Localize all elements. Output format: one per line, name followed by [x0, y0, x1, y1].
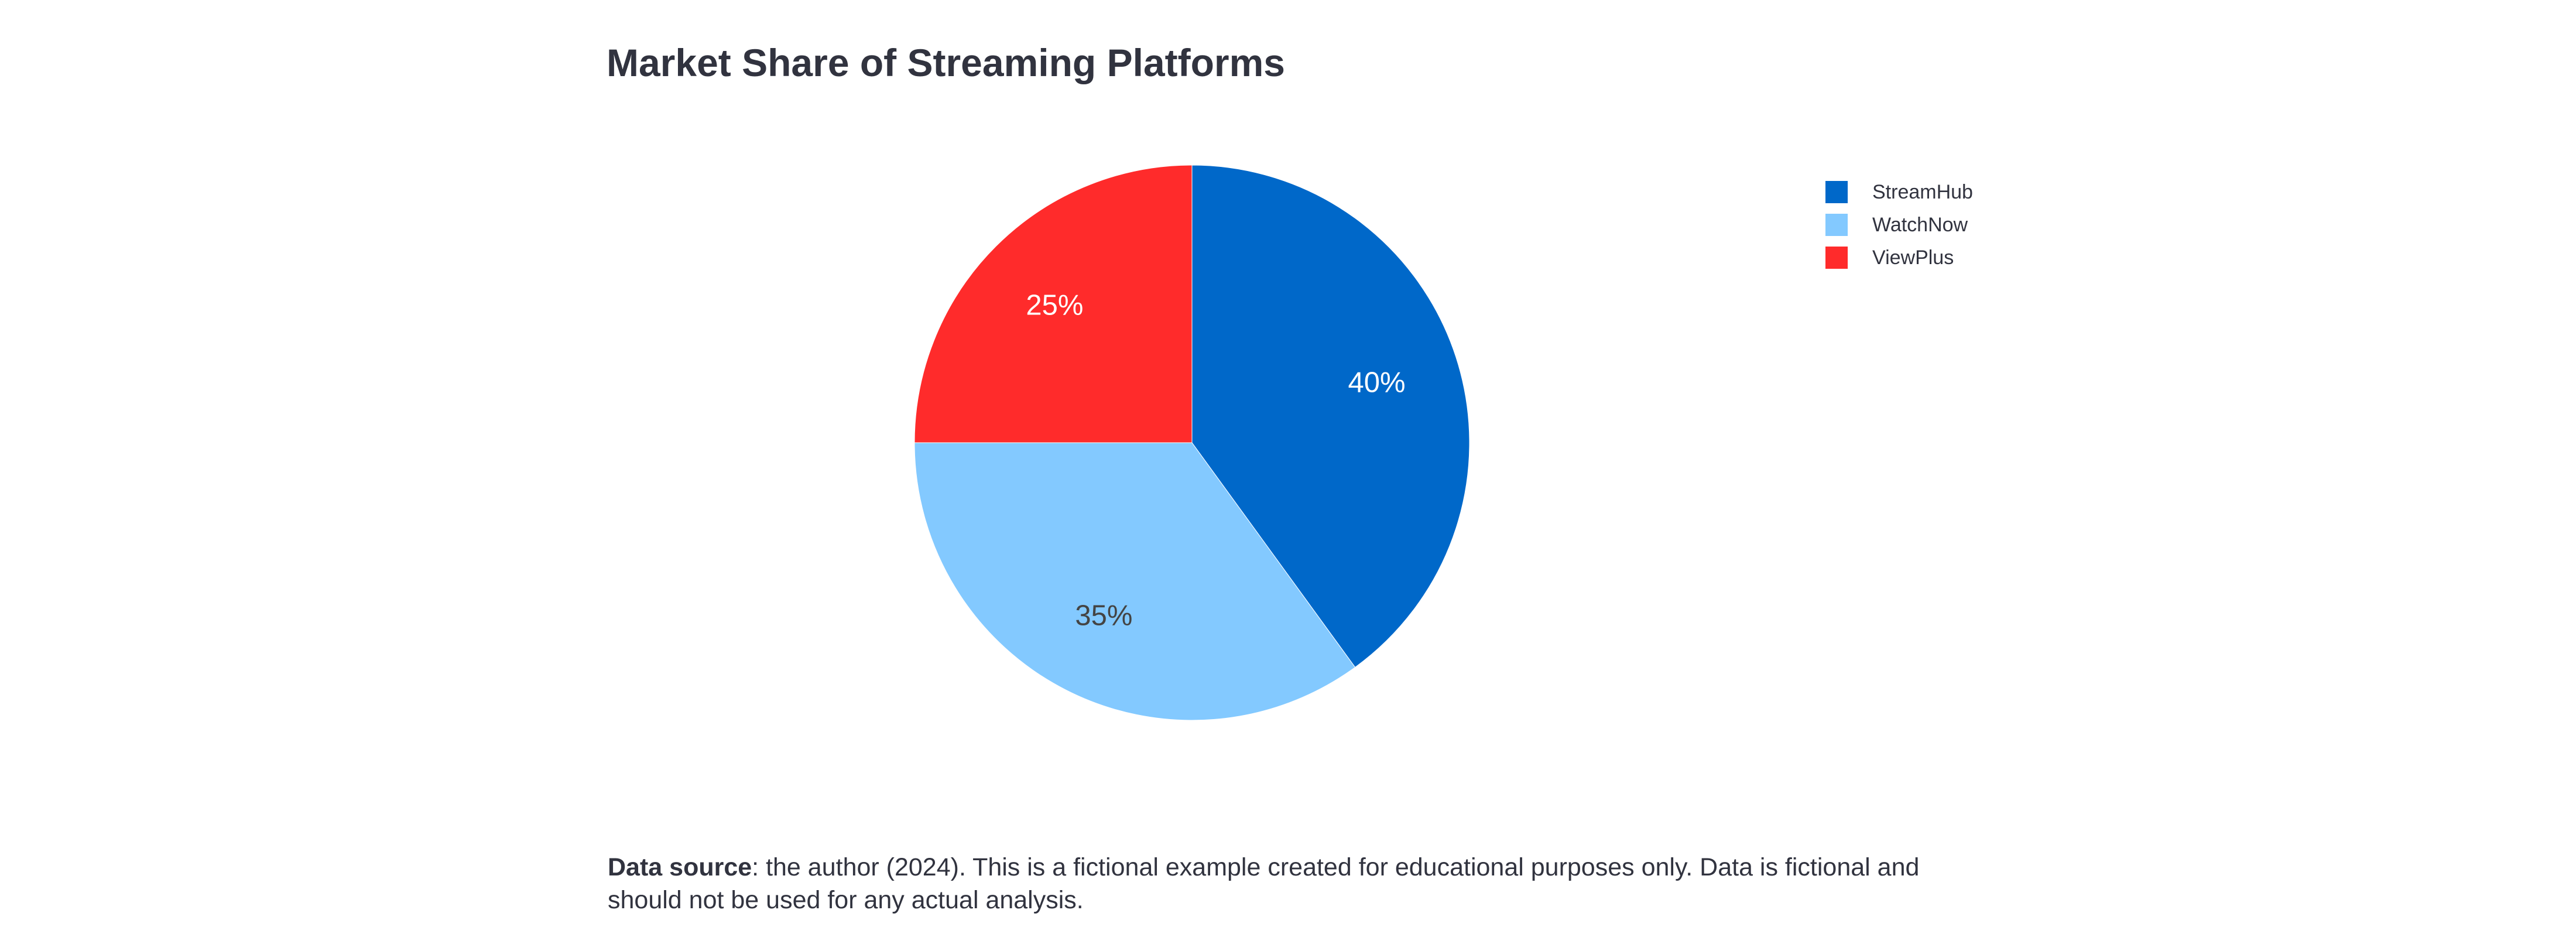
data-source-caption: Data source: the author (2024). This is … — [608, 851, 1954, 916]
legend-swatch — [1825, 247, 1848, 269]
legend-label: ViewPlus — [1872, 246, 1954, 269]
pie-slice-watchnow[interactable] — [914, 442, 1356, 721]
legend-item-viewplus[interactable]: ViewPlus — [1825, 241, 1973, 274]
legend-label: StreamHub — [1872, 180, 1973, 203]
legend-item-streamhub[interactable]: StreamHub — [1825, 176, 1973, 208]
slice-label-viewplus: 25% — [1026, 289, 1083, 321]
pie-slice-viewplus[interactable] — [914, 165, 1193, 443]
legend: StreamHub WatchNow ViewPlus — [1825, 176, 1973, 274]
data-source-text: : the author (2024). This is a fictional… — [608, 853, 1920, 914]
pie-labels: 40% 35% 25% — [1026, 289, 1405, 631]
pie-slices — [914, 165, 1470, 721]
legend-item-watchnow[interactable]: WatchNow — [1825, 208, 1973, 241]
slice-label-watchnow: 35% — [1075, 600, 1132, 632]
chart-title: Market Share of Streaming Platforms — [607, 41, 1285, 84]
legend-swatch — [1825, 181, 1848, 203]
data-source-label: Data source — [608, 853, 752, 881]
legend-swatch — [1825, 214, 1848, 236]
slice-label-streamhub: 40% — [1348, 367, 1406, 398]
pie-slice-streamhub[interactable] — [1191, 165, 1470, 668]
legend-label: WatchNow — [1872, 213, 1968, 236]
